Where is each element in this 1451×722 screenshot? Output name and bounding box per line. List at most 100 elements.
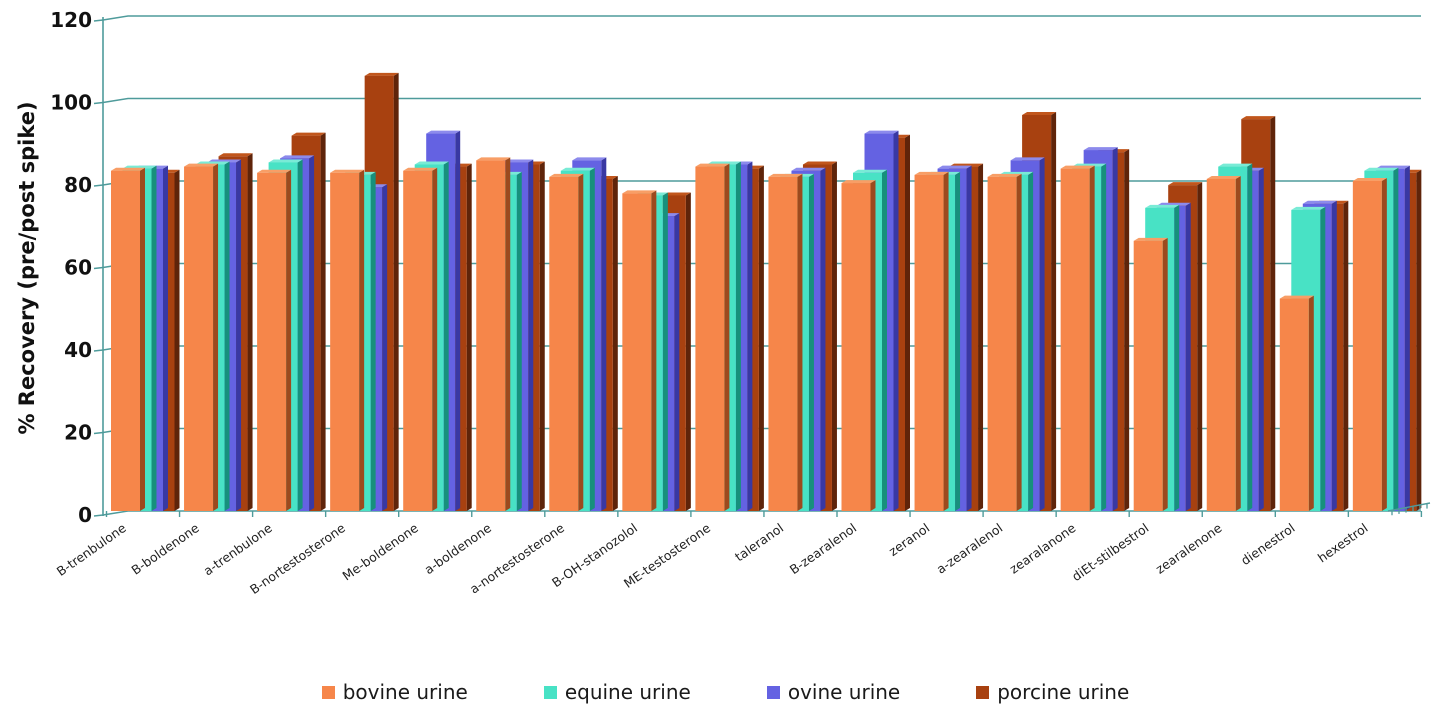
bar-ovine-top <box>1083 147 1118 151</box>
bar-bovine-side <box>432 167 438 511</box>
bar-equine-side <box>1028 171 1034 511</box>
bar-equine-side <box>370 171 376 511</box>
bar-porcine-side <box>905 134 910 511</box>
bar-porcine-top <box>802 161 837 165</box>
bar-bovine <box>1352 181 1382 511</box>
bar-equine-side <box>516 171 522 511</box>
bar-bovine-top <box>914 171 949 175</box>
bar-ovine-side <box>382 184 388 511</box>
bar-bovine <box>403 170 433 511</box>
bar-group <box>403 130 472 511</box>
bar-equine-top <box>1364 167 1399 171</box>
bar-group <box>695 161 764 511</box>
bar-porcine-side <box>174 169 180 511</box>
bar-porcine-side <box>393 72 399 511</box>
bar-bovine-top <box>403 167 438 171</box>
bar-porcine-side <box>247 153 253 511</box>
bar-equine-top <box>414 161 449 165</box>
gridline <box>93 15 1421 22</box>
y-tick-label: 80 <box>64 173 92 197</box>
bar-ovine-top <box>572 157 607 161</box>
bar-bovine-side <box>943 171 949 511</box>
legend-swatch-icon <box>766 685 780 699</box>
bar-equine-side <box>443 161 449 511</box>
bar-equine-side <box>882 169 887 511</box>
legend-label: ovine urine <box>787 680 901 704</box>
legend-item-bovine-urine: bovine urine <box>321 680 468 704</box>
bar-ovine-side <box>893 130 899 511</box>
legend-item-ovine-urine: ovine urine <box>766 680 901 704</box>
x-category-label: a-boldenone <box>421 520 494 577</box>
bar-bovine <box>1206 178 1236 511</box>
bar-bovine-side <box>724 163 730 511</box>
y-tick-label: 40 <box>64 338 92 362</box>
bar-group <box>987 112 1057 511</box>
legend-swatch-icon <box>321 685 335 699</box>
bar-ovine-top <box>1010 157 1045 161</box>
bar-bovine <box>476 160 506 511</box>
bar-bovine-side <box>140 167 145 511</box>
bar-bovine-side <box>797 173 803 511</box>
bar-porcine-side <box>831 161 837 511</box>
bar-porcine-side <box>466 163 472 511</box>
legend-item-porcine-urine: porcine urine <box>976 680 1129 704</box>
bar-porcine-top <box>218 153 253 157</box>
bar-group <box>184 153 253 511</box>
bar-equine-side <box>662 192 668 511</box>
legend-label: bovine urine <box>342 680 468 704</box>
bar-equine-side <box>808 173 814 511</box>
bar-bovine-side <box>505 157 511 511</box>
bar-ovine-side <box>747 161 753 511</box>
bar-bovine-side <box>1162 237 1168 511</box>
legend-swatch-icon <box>543 685 557 699</box>
bar-bovine-side <box>1381 178 1387 511</box>
bars <box>111 72 1422 511</box>
bar-group <box>1133 182 1203 511</box>
bar-bovine <box>257 172 287 511</box>
bar-bovine-top <box>1206 175 1241 179</box>
bar-bovine-side <box>1308 295 1314 511</box>
bar-porcine-side <box>1343 200 1349 511</box>
bar-group <box>841 130 910 511</box>
bar-equine-side <box>224 161 230 511</box>
bar-bovine-side <box>1016 173 1022 511</box>
bar-porcine-top <box>1241 116 1276 120</box>
bar-ovine-side <box>1112 147 1118 511</box>
x-category-label: hexestrol <box>1315 520 1371 565</box>
bar-group <box>476 157 545 511</box>
bar-porcine-side <box>758 165 764 511</box>
bar-ovine-top <box>426 130 461 134</box>
legend-swatch-icon <box>976 685 990 699</box>
bar-porcine-side <box>1051 112 1057 511</box>
bar-bovine <box>330 172 360 511</box>
bar-equine-top <box>1218 163 1253 167</box>
bar-bovine <box>622 193 652 511</box>
bar-bovine-top <box>987 173 1022 177</box>
bar-bovine-side <box>359 169 365 511</box>
bar-group <box>257 132 326 511</box>
bar-bovine-top <box>1279 295 1314 299</box>
x-category-label: a-zearalenol <box>934 520 1006 577</box>
bar-porcine-side <box>685 192 691 511</box>
bar-ovine-side <box>1331 200 1337 511</box>
bar-ovine-top <box>1302 200 1337 204</box>
bar-bovine-top <box>549 173 584 177</box>
x-category-label: B-trenbulone <box>54 520 129 579</box>
bar-group <box>1352 165 1422 511</box>
bar-bovine-top <box>1060 165 1095 169</box>
y-tick-label: 120 <box>50 8 92 32</box>
bar-porcine-top <box>1168 182 1203 186</box>
bar-ovine-top <box>864 130 899 134</box>
bar-ovine-side <box>1039 157 1045 511</box>
bar-ovine-side <box>236 159 242 511</box>
bar-bovine-top <box>330 169 365 173</box>
x-category-label: zearalanone <box>1007 520 1079 577</box>
bar-ovine-side <box>1258 167 1264 511</box>
bar-ovine-side <box>966 165 972 511</box>
bar-porcine-top <box>291 132 326 136</box>
bar-ovine-side <box>674 213 680 511</box>
bar-bovine <box>914 174 944 511</box>
x-category-label: B-zearalenol <box>787 520 860 577</box>
x-category-label: diEt-stilbestrol <box>1069 520 1151 584</box>
bar-ovine-side <box>309 155 315 511</box>
